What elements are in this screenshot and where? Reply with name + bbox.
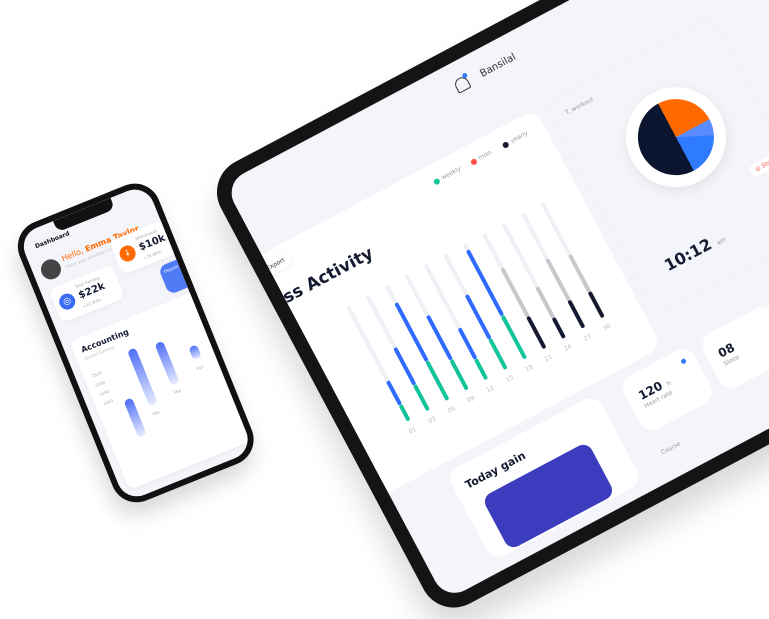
- bar-segment-bottom: [567, 299, 586, 329]
- x-tick-label: 27: [582, 332, 593, 343]
- bar-segment-bottom: [488, 338, 508, 371]
- bar-segment-top[interactable]: [464, 293, 492, 341]
- bar-jan: [123, 397, 147, 438]
- bar-segment-top[interactable]: [500, 267, 530, 318]
- bar-segment-bottom: [473, 357, 489, 381]
- bell-icon[interactable]: [452, 74, 472, 94]
- bar-segment-top[interactable]: [545, 257, 571, 302]
- phone-notch: [53, 197, 116, 233]
- bar-segment-bottom: [500, 314, 528, 360]
- bar-segment-bottom: [525, 315, 547, 350]
- bar-feb: [127, 347, 158, 407]
- course-label: Course: [660, 440, 682, 457]
- earning-icon: ◎: [56, 291, 78, 313]
- bar-segment-top[interactable]: [385, 379, 403, 406]
- bar-segment-top[interactable]: [457, 326, 478, 360]
- clock-icon: [608, 69, 744, 205]
- user-name[interactable]: Bansilal: [478, 51, 518, 80]
- legend-weekly[interactable]: weekly: [432, 165, 462, 186]
- bar-segment-top[interactable]: [425, 314, 453, 361]
- bar-segment-bottom: [425, 360, 450, 402]
- bar-segment-bottom: [551, 316, 566, 340]
- legend-yearly[interactable]: yearly: [501, 130, 529, 149]
- x-tick-label: 01: [407, 425, 418, 436]
- sleep-card: 08 Sleep: [697, 302, 769, 393]
- x-tick-label: 21: [543, 353, 554, 364]
- status-dot: [680, 357, 687, 365]
- chart-legend: weekly mon. yearly: [432, 130, 529, 186]
- accounting-card: Accounting Overall Earning 2500 2000 1500 1…: [69, 289, 254, 491]
- legend-mon[interactable]: mon.: [469, 148, 494, 166]
- x-tick-label: 24: [563, 343, 574, 353]
- phone-screen: Dashboard Hello, Emma Taylor Check your …: [17, 183, 254, 503]
- x-tick-label: 30: [601, 322, 612, 333]
- export-button[interactable]: Export: [258, 250, 294, 279]
- bar-segment-top[interactable]: [567, 253, 592, 294]
- x-tick-label: 06: [446, 405, 457, 415]
- workout-time: 10:12 am: [661, 234, 728, 276]
- workout-label: T. workout: [564, 95, 595, 117]
- withdrawal-icon: ↓: [117, 243, 139, 264]
- bar-segment-bottom: [413, 384, 431, 412]
- bar-segment-bottom: [398, 403, 411, 422]
- bar-segment-top[interactable]: [392, 346, 417, 387]
- tablet-header: Bansilal: [450, 11, 585, 98]
- x-tick-label: 15: [504, 374, 515, 384]
- x-tick-label: 12: [485, 384, 496, 395]
- avatar[interactable]: [37, 256, 65, 283]
- bar-segment-top[interactable]: [534, 285, 555, 319]
- tablet-screen: Bansilal Export Fitness Activity weekly …: [223, 0, 769, 601]
- bar-mar: [154, 340, 180, 386]
- tablet-mockup: Bansilal Export Fitness Activity weekly …: [205, 0, 769, 619]
- x-tick-label: 03: [427, 415, 438, 426]
- phone-header: Dashboard: [34, 230, 71, 251]
- x-tick-label: 18: [524, 363, 535, 374]
- phone-mockup: Dashboard Hello, Emma Taylor Check your …: [10, 175, 262, 511]
- stop-button[interactable]: ◎ Stop: [748, 152, 769, 179]
- bar-segment-bottom: [449, 358, 469, 391]
- bar-segment-bottom: [587, 291, 605, 319]
- bar-apr: [188, 344, 202, 361]
- deposit-card[interactable]: Deposit: [157, 255, 197, 295]
- x-tick-label: 09: [465, 394, 476, 405]
- today-gain-panel: [481, 441, 616, 551]
